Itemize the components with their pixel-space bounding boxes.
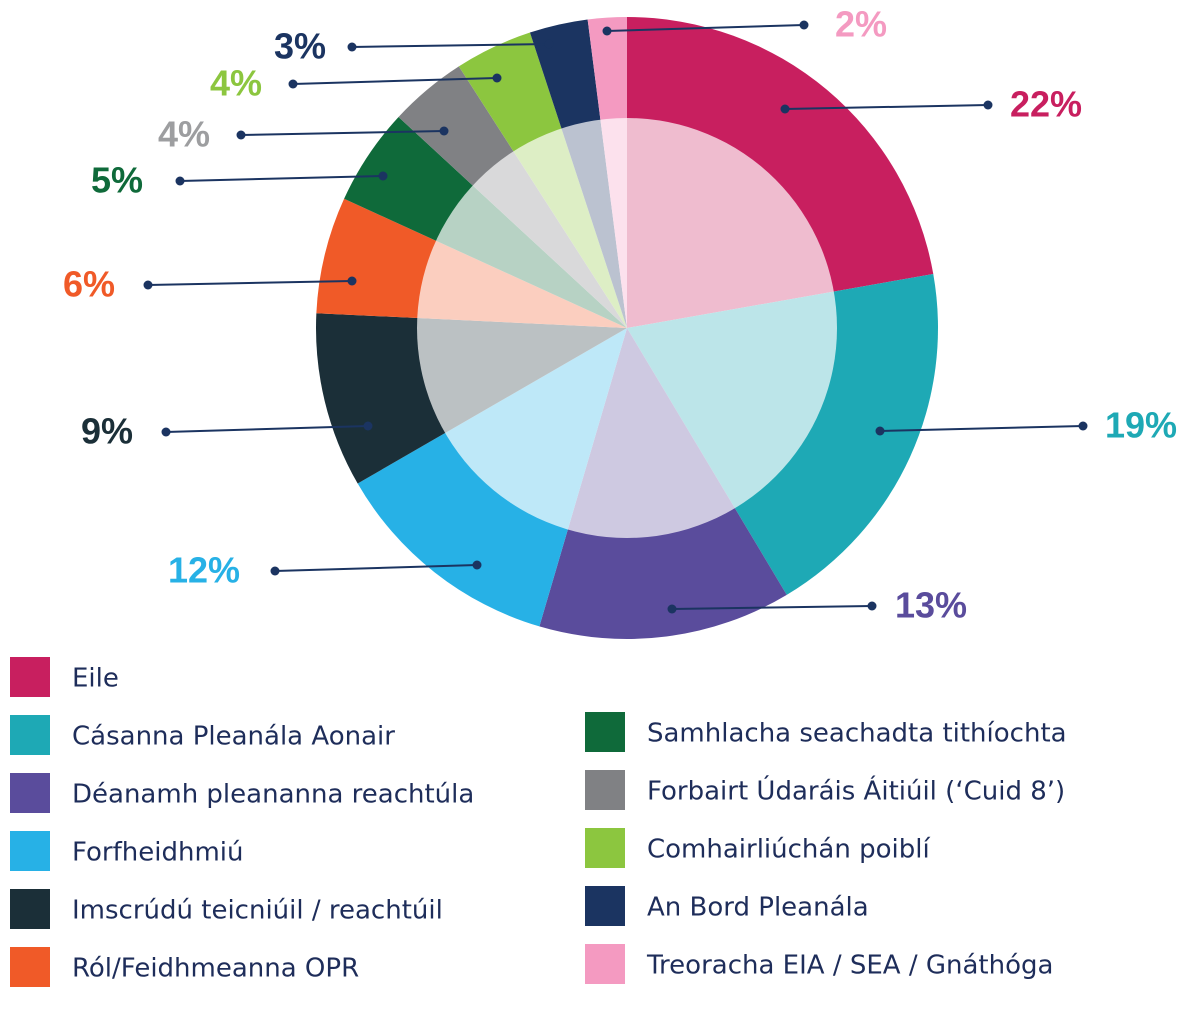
leader-line bbox=[147, 280, 353, 286]
legend-label: Treoracha EIA / SEA / Gnáthóga bbox=[646, 951, 1053, 981]
legend-swatch bbox=[10, 831, 50, 871]
data-label: 9% bbox=[81, 411, 133, 452]
leader-dot bbox=[378, 171, 388, 181]
legend-label: Imscrúdú teicniúil / reachtúil bbox=[72, 896, 443, 926]
legend-label: Cásanna Pleanála Aonair bbox=[72, 722, 395, 752]
leader-dot bbox=[175, 176, 185, 186]
data-label: 19% bbox=[1105, 405, 1177, 446]
leader-line bbox=[606, 24, 805, 32]
legend-swatch bbox=[585, 712, 625, 752]
data-label: 2% bbox=[835, 4, 887, 45]
legend-swatch bbox=[10, 773, 50, 813]
leader-line bbox=[784, 104, 989, 110]
data-label: 22% bbox=[1010, 84, 1082, 125]
legend-label: An Bord Pleanála bbox=[647, 893, 869, 923]
leader-dot bbox=[1078, 421, 1088, 431]
legend-swatch bbox=[10, 889, 50, 929]
leader-dot bbox=[363, 421, 373, 431]
leader-dot bbox=[161, 427, 171, 437]
data-label: 6% bbox=[63, 264, 115, 305]
leader-dot bbox=[667, 604, 677, 614]
leader-dot bbox=[347, 276, 357, 286]
legend-swatch bbox=[10, 947, 50, 987]
legend-swatch bbox=[585, 886, 625, 926]
legend-swatch bbox=[585, 770, 625, 810]
data-label: 4% bbox=[158, 114, 210, 155]
leader-dot bbox=[544, 39, 554, 49]
leader-dot bbox=[439, 126, 449, 136]
leader-line bbox=[879, 425, 1084, 432]
leader-line bbox=[351, 43, 550, 48]
leader-line bbox=[292, 77, 498, 85]
legend-label: Forfheidhmiú bbox=[72, 838, 244, 868]
leader-dot bbox=[270, 566, 280, 576]
leader-dot bbox=[875, 426, 885, 436]
legend-label: Comhairliúchán poiblí bbox=[647, 835, 930, 865]
leader-dot bbox=[288, 79, 298, 89]
data-label: 4% bbox=[210, 63, 262, 104]
leader-dot bbox=[472, 560, 482, 570]
leader-dot bbox=[983, 100, 993, 110]
data-label: 13% bbox=[895, 585, 967, 626]
data-label: 12% bbox=[168, 550, 240, 591]
leader-dot bbox=[143, 280, 153, 290]
legend-label: Samhlacha seachadta tithíochta bbox=[647, 719, 1067, 749]
leader-dot bbox=[236, 130, 246, 140]
legend-label: Déanamh pleananna reachtúla bbox=[72, 780, 474, 810]
leader-dot bbox=[780, 104, 790, 114]
leader-line bbox=[165, 425, 369, 433]
legend-label: Eile bbox=[72, 664, 119, 694]
legend-label: Forbairt Údaráis Áitiúil (‘Cuid 8’) bbox=[647, 775, 1065, 807]
data-label: 3% bbox=[274, 26, 326, 67]
legend-label: Ról/Feidhmeanna OPR bbox=[72, 954, 359, 984]
leader-dot bbox=[799, 20, 809, 30]
leader-line bbox=[274, 564, 478, 572]
leader-dot bbox=[492, 73, 502, 83]
legend-swatch bbox=[10, 657, 50, 697]
data-label: 5% bbox=[91, 160, 143, 201]
legend-swatch bbox=[585, 944, 625, 984]
legend-swatch bbox=[585, 828, 625, 868]
leader-line bbox=[240, 130, 445, 136]
leader-dot bbox=[867, 601, 877, 611]
leader-line bbox=[179, 175, 384, 182]
inner-tint bbox=[417, 118, 837, 538]
leader-dot bbox=[347, 42, 357, 52]
leader-dot bbox=[602, 26, 612, 36]
leader-line bbox=[671, 605, 873, 610]
legend-swatch bbox=[10, 715, 50, 755]
